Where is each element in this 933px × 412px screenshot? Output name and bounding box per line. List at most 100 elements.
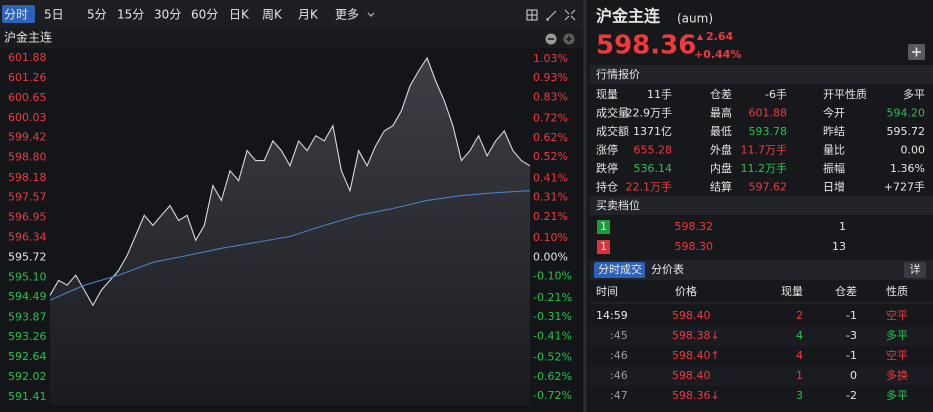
toolbar-tab[interactable]: 15分 xyxy=(117,8,144,22)
trade-type: 空平 xyxy=(886,348,908,362)
y-tick-label: 599.42 xyxy=(8,131,47,144)
y2-tick-label: -0.62% xyxy=(533,370,572,383)
up-arrow xyxy=(697,34,703,40)
stat-label: 现量 xyxy=(596,88,618,101)
y2-tick-label: -0.72% xyxy=(533,389,572,402)
trade-price: 598.38↓ xyxy=(672,329,720,342)
y-tick-label: 595.10 xyxy=(8,270,47,283)
stats-bar xyxy=(590,65,933,84)
trades-header: 性质 xyxy=(886,284,908,298)
stat-label: 内盘 xyxy=(710,161,732,175)
stat-value: +727手 xyxy=(884,180,925,194)
y2-tick-label: 0.72% xyxy=(533,112,568,125)
more-arrow xyxy=(367,12,375,17)
detail-button[interactable] xyxy=(904,262,926,278)
trade-type: 空平 xyxy=(886,308,908,322)
trades-header: 时间 xyxy=(596,285,618,298)
depth-level: 1 xyxy=(600,220,607,233)
y-tick-label: 597.57 xyxy=(8,191,47,204)
stat-label: 持仓 xyxy=(596,180,618,194)
toolbar xyxy=(0,0,584,28)
y-tick-label: 598.18 xyxy=(8,171,47,184)
trade-type: 多平 xyxy=(886,328,908,342)
y2-tick-label: 0.41% xyxy=(533,171,568,184)
y-tick-label: 593.87 xyxy=(8,310,47,323)
y2-tick-label: 0.83% xyxy=(533,90,568,103)
toolbar-tab[interactable]: 日K xyxy=(229,8,250,22)
zoom-in-sign xyxy=(566,36,572,42)
trade-oi: -3 xyxy=(846,329,857,342)
depth-volume: 13 xyxy=(832,240,846,253)
trades-header: 仓差 xyxy=(835,284,857,298)
stat-value: 11手 xyxy=(647,87,672,101)
expand-icon[interactable] xyxy=(564,9,576,21)
y-tick-label: 596.34 xyxy=(8,230,47,243)
stat-label: 昨结 xyxy=(823,125,845,138)
stat-value: 601.88 xyxy=(749,107,788,120)
toolbar-tab[interactable]: 5日 xyxy=(44,8,64,22)
stat-value: -6手 xyxy=(765,87,787,101)
toolbar-tab[interactable]: 60分 xyxy=(191,8,218,22)
trade-oi: -2 xyxy=(846,389,857,402)
trade-price: 598.40↑ xyxy=(672,349,720,362)
y2-tick-label: -0.52% xyxy=(533,351,572,364)
trade-type: 多换 xyxy=(886,368,908,382)
y2-tick-label: -0.31% xyxy=(533,310,572,323)
detail-label[interactable]: 详 xyxy=(910,262,921,276)
depth-price: 598.30 xyxy=(675,240,714,253)
trade-time: :45 xyxy=(610,329,628,342)
y2-tick-label: 1.03% xyxy=(533,52,568,65)
toolbar-tab[interactable]: 周K xyxy=(262,8,283,22)
toolbar-tab[interactable]: 月K xyxy=(298,8,319,22)
stat-label: 日增 xyxy=(823,180,845,194)
y-tick-label: 596.95 xyxy=(8,211,47,224)
average-line xyxy=(49,190,531,301)
y-tick-label: 598.80 xyxy=(8,151,47,164)
quote-price: 598.36 xyxy=(596,31,696,61)
ask-badge xyxy=(597,240,610,254)
y-tick-label: 601.26 xyxy=(8,71,47,84)
stat-label: 外盘 xyxy=(710,143,732,157)
stat-value: 22.9万手 xyxy=(626,106,673,120)
stat-value: 1371亿 xyxy=(633,125,672,138)
y2-tick-label: 0.93% xyxy=(533,71,568,84)
trades-tab[interactable]: 分价表 xyxy=(651,262,684,276)
toolbar-tab[interactable]: 分时 xyxy=(4,8,28,22)
stat-value: 1.36% xyxy=(890,162,925,175)
stat-label: 最高 xyxy=(710,106,732,120)
y-tick-label: 592.64 xyxy=(8,350,47,363)
toolbar-tab[interactable]: 5分 xyxy=(87,8,107,22)
trade-price: 598.40 xyxy=(672,309,711,322)
depth-level: 1 xyxy=(600,240,607,253)
toolbar-tab[interactable]: 30分 xyxy=(154,8,181,22)
active-tab[interactable] xyxy=(594,262,645,278)
y2-tick-label: 0.62% xyxy=(533,131,568,144)
stats-title: 行情报价 xyxy=(596,67,640,81)
grid-icon-lines xyxy=(527,10,537,20)
y2-tick-label: 0.31% xyxy=(533,191,568,204)
y-tick-label: 600.03 xyxy=(8,111,47,124)
trade-volume: 2 xyxy=(796,309,803,322)
add-sign xyxy=(912,47,921,57)
price-line xyxy=(49,56,531,307)
stat-label: 仓差 xyxy=(710,87,732,101)
stat-label: 最低 xyxy=(710,125,732,138)
y-tick-label: 593.26 xyxy=(8,330,47,343)
y-tick-label: 595.72 xyxy=(8,250,47,263)
y2-tick-label: -0.21% xyxy=(533,291,572,304)
stat-label: 量比 xyxy=(823,144,845,157)
toolbar-icons xyxy=(367,9,576,21)
toolbar-tab[interactable]: 更多 xyxy=(335,8,359,22)
quote-code: (aum) xyxy=(677,12,713,26)
trades-header: 价格 xyxy=(675,284,697,298)
stat-label: 今开 xyxy=(823,106,845,120)
row-stripe xyxy=(590,366,933,386)
trades-tab[interactable]: 分时成交 xyxy=(598,262,642,276)
y-tick-label: 601.88 xyxy=(8,51,47,64)
draw-icon[interactable] xyxy=(546,10,557,21)
trade-oi: -1 xyxy=(846,309,857,322)
depth-volume: 1 xyxy=(839,220,846,233)
stat-value: 655.28 xyxy=(634,144,673,157)
